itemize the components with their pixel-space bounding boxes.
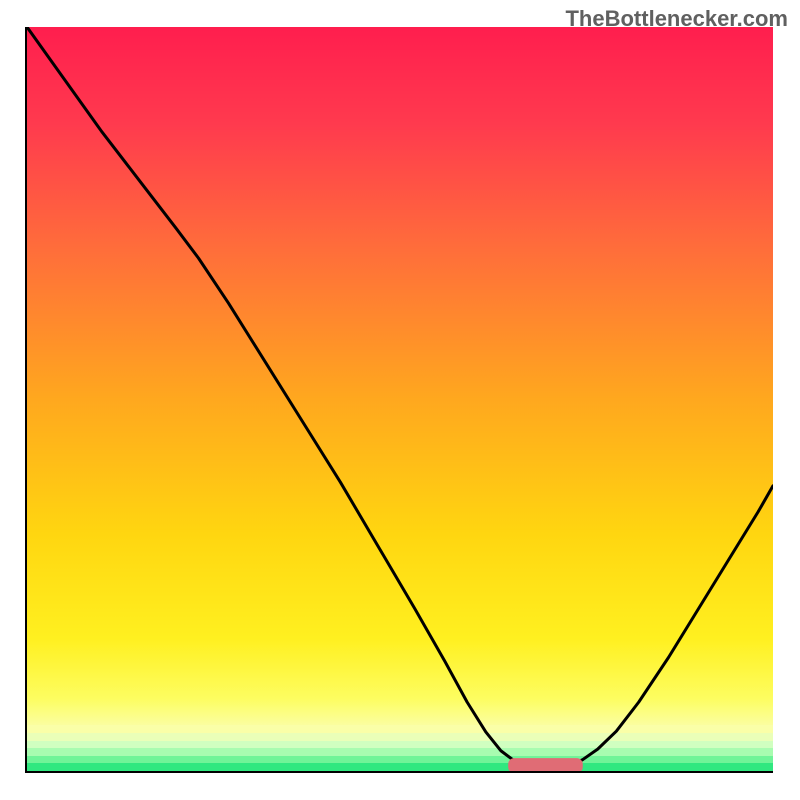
chart-svg [27,27,773,773]
bottleneck-curve [27,27,773,767]
y-axis-line [25,27,27,773]
x-axis-line [27,771,773,773]
chart-plot-area [27,27,773,773]
